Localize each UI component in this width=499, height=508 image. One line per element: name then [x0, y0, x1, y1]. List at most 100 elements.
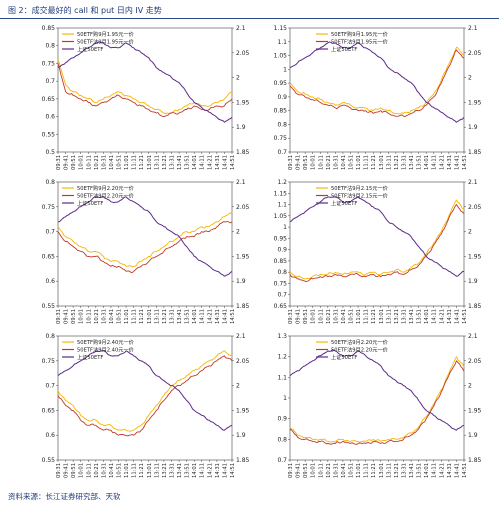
x-tick-label: 09:51: [71, 309, 77, 324]
x-tick-label: 10:51: [117, 155, 123, 170]
y2-tick-label: 2: [468, 229, 472, 236]
x-tick-label: 10:11: [86, 155, 92, 170]
x-tick-label: 13:51: [185, 463, 191, 478]
y2-tick-label: 1.95: [468, 407, 482, 414]
y-tick-label: 0.55: [42, 131, 56, 138]
x-tick-label: 11:21: [139, 309, 145, 324]
x-tick-label: 10:51: [117, 463, 123, 478]
x-tick-label: 14:41: [222, 309, 228, 324]
y2-tick-label: 2: [236, 75, 240, 82]
y-tick-label: 0.7: [45, 78, 55, 85]
x-tick-label: 09:51: [71, 463, 77, 478]
legend-label: 上证50ETF: [331, 353, 357, 361]
y2-tick-label: 1.9: [236, 432, 246, 439]
x-tick-label: 10:01: [79, 309, 85, 324]
y-tick-label: 1.15: [274, 190, 288, 197]
y2-tick-label: 1.85: [236, 149, 250, 156]
y2-tick-label: 2.05: [236, 50, 250, 57]
y2-tick-label: 1.95: [468, 253, 482, 260]
series-line-1: [289, 46, 465, 115]
y2-tick-label: 1.85: [236, 457, 250, 464]
x-tick-label: 14:51: [230, 309, 236, 324]
series-line-2: [57, 355, 233, 437]
x-tick-label: 10:21: [94, 155, 100, 170]
x-tick-label: 09:51: [71, 155, 77, 170]
x-tick-label: 13:21: [162, 309, 168, 324]
x-tick-label: 09:41: [64, 155, 70, 170]
x-tick-label: 10:31: [333, 463, 339, 478]
x-tick-label: 11:21: [371, 463, 377, 478]
x-tick-label: 10:31: [101, 463, 107, 478]
x-tick-label: 10:11: [318, 309, 324, 324]
x-tick-label: 13:11: [386, 309, 392, 324]
x-tick-label: 13:11: [154, 463, 160, 478]
chart-svg-4: 1.2 1.15 1.1 1.05 1 0.95 0.9 0.85 0.8 0.75 0.7 0.65…: [274, 179, 482, 324]
x-tick-label: 10:41: [109, 155, 115, 170]
y2-tick-label: 1.9: [468, 278, 478, 285]
x-tick-label: 11:11: [364, 463, 370, 478]
x-tick-label: 13:21: [394, 463, 400, 478]
x-tick-label: 13:41: [409, 463, 415, 478]
x-tick-label: 13:01: [379, 155, 385, 170]
x-tick-label: 10:01: [311, 155, 317, 170]
y2-tick-label: 1.95: [468, 99, 482, 106]
chart-svg-6: 1.3 1.2 1.1 1 0.9 0.8 0.7 2.1 2.05 2 1.95 1.9 1.85 09…: [277, 333, 482, 478]
y2-tick-label: 1.9: [236, 278, 246, 285]
x-tick-label: 14:21: [439, 309, 445, 324]
plot-frame: [289, 27, 465, 153]
chart-panel-3: 0.8 0.75 0.7 0.65 0.6 0.55 2.1 2.05 2 1.95 1.9 1.85…: [34, 178, 260, 334]
x-tick-label: 13:11: [386, 155, 392, 170]
x-tick-label: 09:41: [296, 309, 302, 324]
y-tick-label: 0.9: [277, 247, 287, 254]
chart-panel-4: 1.2 1.15 1.1 1.05 1 0.95 0.9 0.85 0.8 0.75 0.7 0.65…: [266, 178, 492, 334]
x-tick-label: 14:31: [447, 463, 453, 478]
y-tick-label: 0.6: [45, 432, 55, 439]
x-tick-label: 10:11: [86, 309, 92, 324]
x-tick-label: 11:11: [132, 155, 138, 170]
x-tick-label: 14:21: [439, 155, 445, 170]
x-tick-label: 13:41: [177, 309, 183, 324]
series-line-3: [289, 41, 465, 123]
y-tick-label: 0.85: [274, 258, 288, 265]
x-tick-label: 14:21: [207, 155, 213, 170]
x-tick-label: 10:01: [311, 309, 317, 324]
y2-tick-label: 2.05: [468, 204, 482, 211]
x-tick-label: 14:31: [215, 463, 221, 478]
x-tick-label: 09:41: [64, 309, 70, 324]
series-line-1: [289, 199, 465, 280]
y-tick-label: 1: [283, 395, 287, 402]
chart-svg-1: 0.850.80.750.70.650.60.550.52.12.0521.95…: [42, 25, 250, 170]
y2-tick-label: 1.9: [236, 124, 246, 131]
series-line-1: [289, 356, 465, 443]
legend-label: 50ETF沽9月2.15元一价: [331, 192, 389, 200]
y-tick-label: 0.7: [277, 457, 287, 464]
y-tick-label: 1: [283, 66, 287, 73]
x-tick-label: 14:21: [207, 463, 213, 478]
x-tick-label: 14:51: [462, 309, 468, 324]
legend-label: 上证50ETF: [77, 45, 103, 53]
title-divider: [0, 18, 499, 19]
y-tick-label: 0.7: [277, 292, 287, 299]
y2-tick-label: 2: [236, 383, 240, 390]
series-line-1: [57, 211, 233, 268]
y-tick-label: 1: [283, 224, 287, 231]
x-tick-label: 09:51: [303, 309, 309, 324]
x-tick-label: 11:21: [139, 155, 145, 170]
x-tick-label: 09:41: [296, 155, 302, 170]
plot-frame: [57, 181, 233, 307]
plot-frame: [57, 27, 233, 153]
y2-tick-label: 2.05: [468, 50, 482, 57]
y-tick-label: 0.65: [274, 303, 288, 310]
y-tick-label: 1.05: [274, 53, 288, 60]
x-tick-label: 13:31: [401, 463, 407, 478]
x-tick-label: 14:01: [192, 463, 198, 478]
legend-label: 上证50ETF: [331, 45, 357, 53]
x-tick-label: 11:01: [124, 155, 130, 170]
y-tick-label: 0.75: [42, 204, 56, 211]
x-tick-label: 13:21: [394, 155, 400, 170]
y2-tick-label: 2.1: [236, 333, 246, 340]
x-tick-label: 14:41: [222, 155, 228, 170]
x-tick-label: 09:41: [64, 463, 70, 478]
x-tick-label: 13:31: [169, 309, 175, 324]
x-tick-label: 11:11: [364, 309, 370, 324]
